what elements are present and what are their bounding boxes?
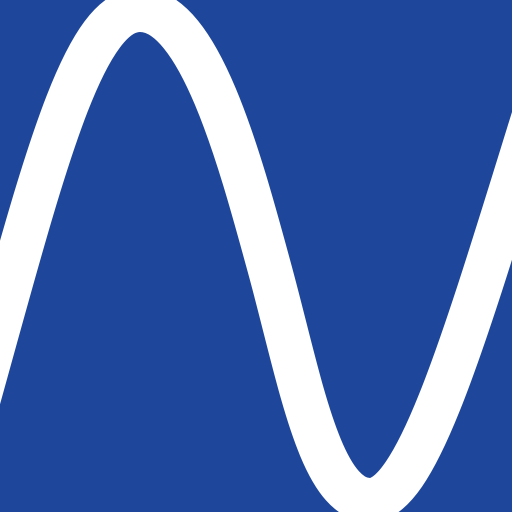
sine-wave-canvas xyxy=(0,0,512,512)
sine-wave xyxy=(0,0,512,512)
sine-wave-icon xyxy=(0,0,512,512)
